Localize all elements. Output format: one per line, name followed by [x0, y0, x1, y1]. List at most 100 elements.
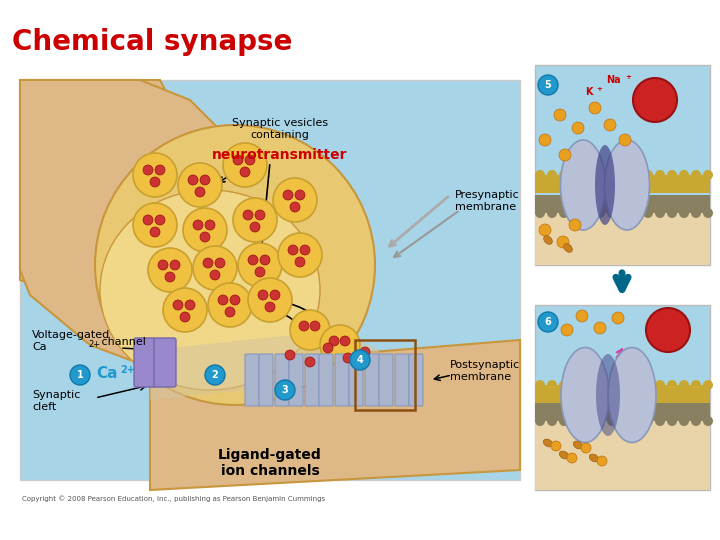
FancyBboxPatch shape: [535, 65, 710, 265]
Circle shape: [320, 325, 360, 365]
Circle shape: [195, 187, 205, 197]
Circle shape: [70, 365, 90, 385]
Circle shape: [535, 416, 545, 426]
Ellipse shape: [544, 235, 552, 244]
Circle shape: [323, 343, 333, 353]
Text: 1: 1: [76, 370, 84, 380]
Circle shape: [655, 416, 665, 426]
Text: Presynaptic
membrane: Presynaptic membrane: [455, 190, 520, 212]
Circle shape: [571, 380, 581, 390]
Circle shape: [173, 300, 183, 310]
Ellipse shape: [573, 441, 582, 449]
Text: neurotransmitter: neurotransmitter: [212, 148, 348, 162]
Circle shape: [185, 300, 195, 310]
Circle shape: [538, 312, 558, 332]
Circle shape: [655, 170, 665, 180]
Circle shape: [581, 443, 591, 453]
Circle shape: [240, 167, 250, 177]
Circle shape: [571, 170, 581, 180]
Circle shape: [218, 295, 228, 305]
Circle shape: [170, 260, 180, 270]
Circle shape: [193, 220, 203, 230]
Bar: [535, 195, 710, 213]
Circle shape: [691, 170, 701, 180]
Circle shape: [679, 380, 689, 390]
Circle shape: [295, 257, 305, 267]
Circle shape: [604, 119, 616, 131]
Circle shape: [539, 134, 551, 146]
Circle shape: [329, 336, 339, 346]
Circle shape: [561, 324, 573, 336]
Text: +: +: [625, 74, 631, 80]
FancyBboxPatch shape: [154, 338, 176, 387]
Circle shape: [290, 310, 330, 350]
Ellipse shape: [100, 190, 320, 390]
Circle shape: [559, 416, 569, 426]
Circle shape: [557, 236, 569, 248]
Ellipse shape: [559, 451, 569, 459]
Circle shape: [243, 210, 253, 220]
FancyBboxPatch shape: [259, 354, 273, 406]
FancyBboxPatch shape: [305, 354, 319, 406]
Circle shape: [150, 227, 160, 237]
Circle shape: [691, 380, 701, 390]
Bar: [535, 175, 710, 193]
FancyBboxPatch shape: [245, 354, 259, 406]
Circle shape: [679, 208, 689, 218]
Bar: [535, 421, 710, 490]
Circle shape: [607, 170, 617, 180]
Circle shape: [178, 163, 222, 207]
Circle shape: [238, 243, 282, 287]
Circle shape: [619, 416, 629, 426]
Circle shape: [290, 202, 300, 212]
Circle shape: [583, 416, 593, 426]
FancyBboxPatch shape: [409, 354, 423, 406]
Circle shape: [180, 312, 190, 322]
Text: Chemical synapse: Chemical synapse: [12, 28, 292, 56]
Circle shape: [340, 336, 350, 346]
Text: Synaptic
cleft: Synaptic cleft: [32, 390, 81, 411]
Circle shape: [535, 170, 545, 180]
Circle shape: [607, 416, 617, 426]
Polygon shape: [20, 80, 275, 365]
Circle shape: [631, 416, 641, 426]
Circle shape: [679, 416, 689, 426]
Circle shape: [188, 175, 198, 185]
Ellipse shape: [605, 140, 649, 230]
Circle shape: [571, 416, 581, 426]
Ellipse shape: [561, 348, 609, 442]
FancyBboxPatch shape: [319, 354, 333, 406]
Circle shape: [619, 134, 631, 146]
Circle shape: [275, 380, 295, 400]
Circle shape: [288, 245, 298, 255]
Bar: [355, 340, 415, 410]
Ellipse shape: [595, 145, 615, 225]
Circle shape: [547, 170, 557, 180]
Circle shape: [643, 170, 653, 180]
Circle shape: [133, 203, 177, 247]
FancyBboxPatch shape: [335, 354, 349, 406]
Circle shape: [607, 208, 617, 218]
Circle shape: [643, 416, 653, 426]
Circle shape: [285, 350, 295, 360]
Circle shape: [583, 170, 593, 180]
Circle shape: [255, 210, 265, 220]
Circle shape: [133, 153, 177, 197]
Circle shape: [595, 380, 605, 390]
FancyBboxPatch shape: [275, 354, 289, 406]
Circle shape: [295, 190, 305, 200]
Ellipse shape: [564, 244, 572, 252]
Circle shape: [646, 308, 690, 352]
Circle shape: [619, 170, 629, 180]
Polygon shape: [20, 80, 200, 300]
Text: K: K: [585, 87, 593, 97]
Circle shape: [200, 175, 210, 185]
Circle shape: [547, 208, 557, 218]
Circle shape: [143, 215, 153, 225]
Text: Ligand-gated
ion channels: Ligand-gated ion channels: [218, 448, 322, 478]
Circle shape: [245, 155, 255, 165]
Circle shape: [619, 208, 629, 218]
Circle shape: [539, 224, 551, 236]
Text: +: +: [596, 86, 602, 92]
Circle shape: [633, 78, 677, 122]
